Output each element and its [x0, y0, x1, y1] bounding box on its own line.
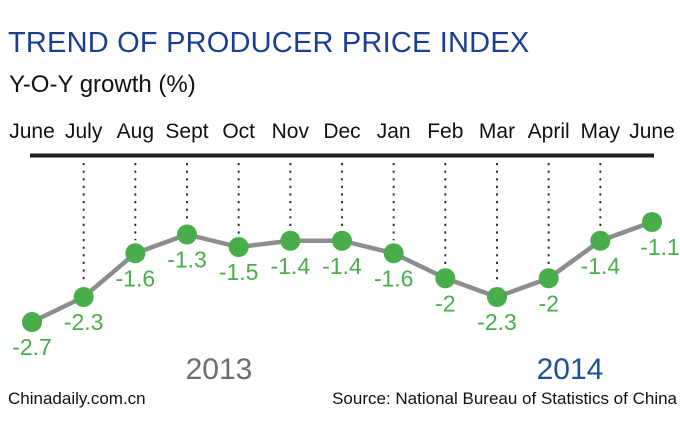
data-point — [538, 268, 559, 289]
month-label: Jan — [377, 120, 411, 143]
month-label: Nov — [272, 120, 310, 143]
dotted-gridlines — [82, 163, 602, 284]
page-title: TREND OF PRODUCER PRICE INDEX — [8, 27, 530, 59]
data-point-label: -2 — [435, 290, 455, 316]
month-label: July — [65, 120, 103, 143]
month-label: Aug — [117, 120, 154, 143]
data-point-label: -1.6 — [374, 265, 414, 291]
data-point — [228, 237, 249, 257]
data-series: -2.7 -2.3 -1.6 -1.3 -1.5 -1.4 -1.4 -1.6 -2 -2.3 -2… — [12, 212, 680, 360]
data-point-label: -1.1 — [640, 234, 680, 260]
data-point-label: -2.3 — [64, 309, 104, 335]
data-point — [280, 230, 301, 251]
chart-subtitle: Y-O-Y growth (%) — [9, 71, 196, 98]
data-point — [73, 287, 94, 307]
watermark-chinadaily: Chinadaily.com.cn — [8, 389, 146, 408]
data-point-label: -2 — [538, 290, 558, 316]
data-point — [590, 230, 611, 251]
data-point — [435, 268, 456, 289]
data-point-label: -1.5 — [219, 259, 259, 285]
data-point-label: -1.4 — [581, 253, 621, 279]
month-label: Dec — [323, 120, 360, 143]
data-point-label: -1.6 — [116, 265, 156, 291]
source-credit: Source: National Bureau of Statistics of… — [332, 389, 677, 408]
month-label: May — [580, 120, 620, 143]
data-point — [642, 212, 663, 232]
data-point — [383, 243, 404, 264]
data-point-label: -1.4 — [271, 253, 311, 279]
month-label: Oct — [222, 120, 255, 143]
month-label: June — [9, 120, 55, 143]
month-label: Mar — [479, 120, 515, 143]
data-point-label: -2.7 — [12, 334, 52, 360]
data-point — [332, 230, 353, 251]
month-label: Sept — [165, 120, 208, 143]
month-axis-labels: June July Aug Sept Oct Nov Dec Jan Feb Mar April Ma… — [9, 120, 675, 143]
data-point — [177, 224, 198, 245]
data-point — [22, 312, 42, 332]
data-point — [125, 243, 146, 264]
month-label: Feb — [427, 120, 463, 143]
data-point-label: -1.4 — [322, 253, 362, 279]
data-point-label: -2.3 — [477, 309, 517, 335]
data-point — [487, 287, 508, 307]
month-label: April — [528, 120, 570, 143]
year-label-2014: 2014 — [537, 353, 604, 386]
data-point-label: -1.3 — [167, 247, 207, 273]
year-label-2013: 2013 — [186, 353, 253, 386]
month-label: June — [629, 120, 675, 143]
